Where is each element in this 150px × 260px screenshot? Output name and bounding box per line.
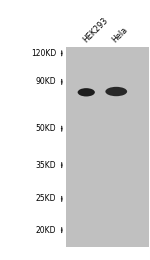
Ellipse shape <box>105 87 127 96</box>
Text: 20KD: 20KD <box>36 226 56 235</box>
Text: 25KD: 25KD <box>36 194 56 203</box>
Text: Hela: Hela <box>110 25 129 44</box>
Ellipse shape <box>78 88 95 96</box>
Text: 35KD: 35KD <box>36 161 56 170</box>
Bar <box>66 47 148 247</box>
Text: 50KD: 50KD <box>36 124 56 133</box>
Text: 120KD: 120KD <box>31 49 56 58</box>
Text: 90KD: 90KD <box>36 77 56 86</box>
Text: HEK293: HEK293 <box>81 16 110 44</box>
